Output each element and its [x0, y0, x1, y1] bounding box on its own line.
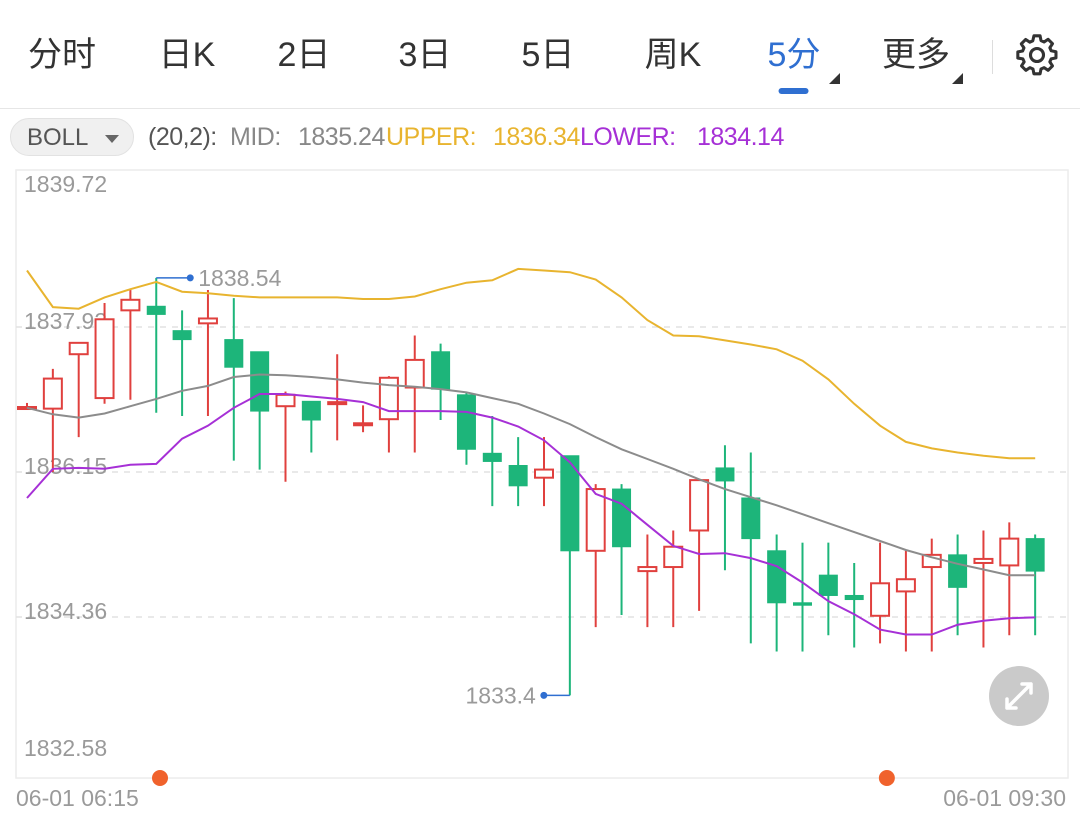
indicator-select[interactable]: BOLL — [10, 118, 134, 156]
dropdown-corner-icon — [829, 73, 840, 84]
candle-body-up — [68, 341, 89, 356]
candle-body-up — [404, 358, 425, 389]
candle-body-up — [534, 468, 554, 479]
lower-value: 1834.14 — [697, 123, 784, 151]
candle-body-down — [767, 550, 787, 604]
candle-body-up — [870, 582, 891, 617]
tab-label: 5日 — [521, 36, 575, 74]
candle-body-down — [224, 339, 244, 368]
x-end-label: 06-01 09:30 — [943, 785, 1066, 811]
tab-0[interactable]: 分时 — [28, 30, 96, 80]
candle-body-up — [973, 557, 994, 564]
candle-body-down — [560, 455, 580, 552]
tab-1[interactable]: 日K — [159, 30, 216, 80]
tab-3[interactable]: 3日 — [399, 30, 452, 80]
candle-body-up — [637, 566, 658, 573]
lower-label: LOWER: — [580, 123, 676, 151]
candle-body-down — [301, 400, 321, 421]
indicator-legend-bar: BOLL (20,2): MID: 1835.24 UPPER: 1836.34… — [0, 112, 1080, 162]
candle-body-down — [741, 497, 761, 540]
tab-4[interactable]: 5日 — [522, 30, 575, 80]
boll-candlestick-chart[interactable]: 1839.72 1837.93 1836.15 1834.36 1832.58 1838.… — [0, 162, 1080, 822]
tab-label: 分时 — [28, 36, 96, 74]
plot-frame — [15, 169, 1069, 779]
tab-label: 3日 — [398, 36, 452, 74]
candle-body-up — [353, 422, 374, 427]
boll-upper-line — [26, 267, 1036, 460]
upper-label: UPPER: — [386, 123, 477, 151]
mid-label: MID: — [230, 123, 281, 151]
period-tab-bar: 分时 日K 2日 3日 5日 周K 5分 更多 — [0, 0, 1080, 109]
candle-body-down — [482, 452, 502, 462]
y-tick-label: 1836.15 — [24, 453, 107, 479]
candle-body-up — [689, 479, 710, 532]
candle-body-down — [146, 305, 166, 315]
y-tick-label: 1837.93 — [24, 308, 107, 334]
boll-lower-line — [26, 393, 1036, 636]
candle-body-down — [250, 351, 270, 412]
gear-icon[interactable] — [1014, 32, 1060, 78]
indicator-select-value: BOLL — [27, 124, 89, 151]
tab-7[interactable]: 更多 — [882, 30, 950, 80]
candle-body-up — [120, 298, 141, 312]
candle-body-down — [793, 602, 812, 606]
tab-label: 5分 — [767, 36, 821, 74]
candle-body-up — [327, 401, 348, 406]
candle-body-up — [197, 317, 218, 325]
min-pointer-dot — [540, 691, 548, 699]
dropdown-corner-icon — [952, 73, 963, 84]
caret-down-icon — [105, 135, 119, 143]
y-tick-label: 1834.36 — [24, 598, 107, 624]
tab-label: 周K — [644, 36, 702, 74]
candle-body-down — [456, 394, 476, 450]
tab-2[interactable]: 2日 — [278, 30, 331, 80]
candle-body-down — [715, 467, 735, 482]
y-tick-label: 1832.58 — [24, 735, 107, 761]
x-start-label: 06-01 06:15 — [16, 785, 139, 811]
tab-divider — [992, 40, 993, 74]
candle-body-down — [508, 465, 528, 487]
boll-params: (20,2): — [148, 123, 217, 151]
y-tick-label: 1839.72 — [24, 171, 107, 197]
candle-body-up — [663, 545, 684, 569]
active-tab-underline — [778, 88, 809, 94]
candle-body-down — [612, 488, 632, 548]
candle-body-down — [431, 351, 451, 390]
session-marker-dot — [878, 770, 895, 786]
candle-body-up — [94, 318, 115, 400]
tab-label: 日K — [158, 36, 216, 74]
max-value-label: 1838.54 — [198, 265, 281, 291]
candle-body-up — [42, 377, 63, 410]
tab-label: 更多 — [882, 36, 950, 74]
tab-5[interactable]: 周K — [645, 30, 702, 80]
tab-6[interactable]: 5分 — [767, 30, 821, 94]
boll-mid-line — [26, 373, 1036, 577]
max-pointer-dot — [186, 274, 194, 282]
candle-body-up — [585, 488, 606, 552]
candle-body-up — [999, 537, 1020, 567]
tab-label: 2日 — [277, 36, 331, 74]
candle-body-up — [895, 578, 916, 593]
candle-body-down — [818, 574, 838, 596]
min-value-label: 1833.4 — [465, 682, 536, 708]
session-marker-dot — [152, 770, 168, 786]
candle-body-down — [172, 330, 192, 341]
expand-arrows-icon — [1005, 682, 1033, 710]
candle-body-down — [1025, 538, 1045, 572]
upper-value: 1836.34 — [493, 123, 580, 151]
candle-body-up — [275, 393, 296, 408]
candle-body-down — [844, 594, 864, 601]
candle-body-down — [948, 554, 968, 588]
mid-value: 1835.24 — [298, 123, 385, 151]
